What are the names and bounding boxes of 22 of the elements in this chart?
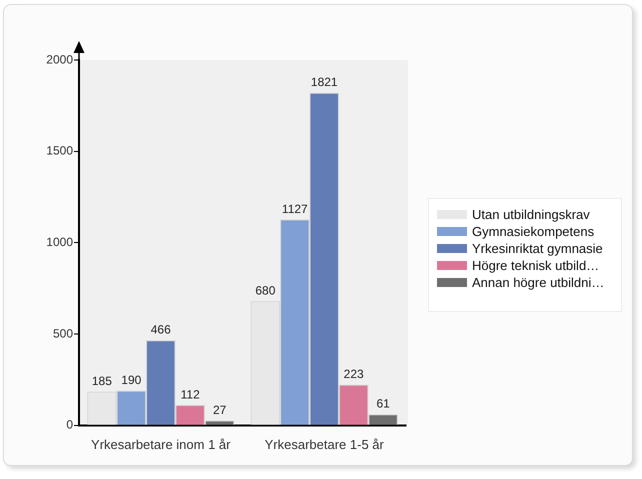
legend-label: Annan högre utbildni…: [472, 275, 604, 290]
data-label: 112: [180, 387, 200, 402]
legend-label: Högre teknisk utbild…: [472, 258, 600, 273]
data-label: 466: [150, 322, 172, 337]
y-tick-label: 1000: [46, 235, 74, 250]
data-label: 27: [212, 402, 227, 417]
y-tick-label: 0: [66, 418, 74, 432]
data-label: 223: [344, 366, 364, 381]
data-label: 680: [255, 283, 276, 298]
y-tick-label: 1500: [46, 144, 74, 158]
y-tick-label: 2000: [46, 52, 74, 66]
x-tick-label: Yrkesarbetare inom 1 år: [91, 436, 232, 452]
data-label: 190: [121, 373, 142, 387]
legend-label: Gymnasiekompetens: [472, 224, 594, 239]
x-tick-label: Yrkesarbetare 1-5 år: [264, 436, 385, 452]
data-label: 1127: [282, 202, 308, 216]
data-label: 185: [92, 374, 112, 388]
legend-label: Yrkesinriktat gymnasie: [472, 241, 603, 256]
legend-label: Utan utbildningskrav: [472, 207, 590, 222]
y-tick-label: 500: [52, 326, 74, 340]
data-label: 1821: [310, 75, 338, 90]
data-label: 61: [376, 396, 390, 411]
